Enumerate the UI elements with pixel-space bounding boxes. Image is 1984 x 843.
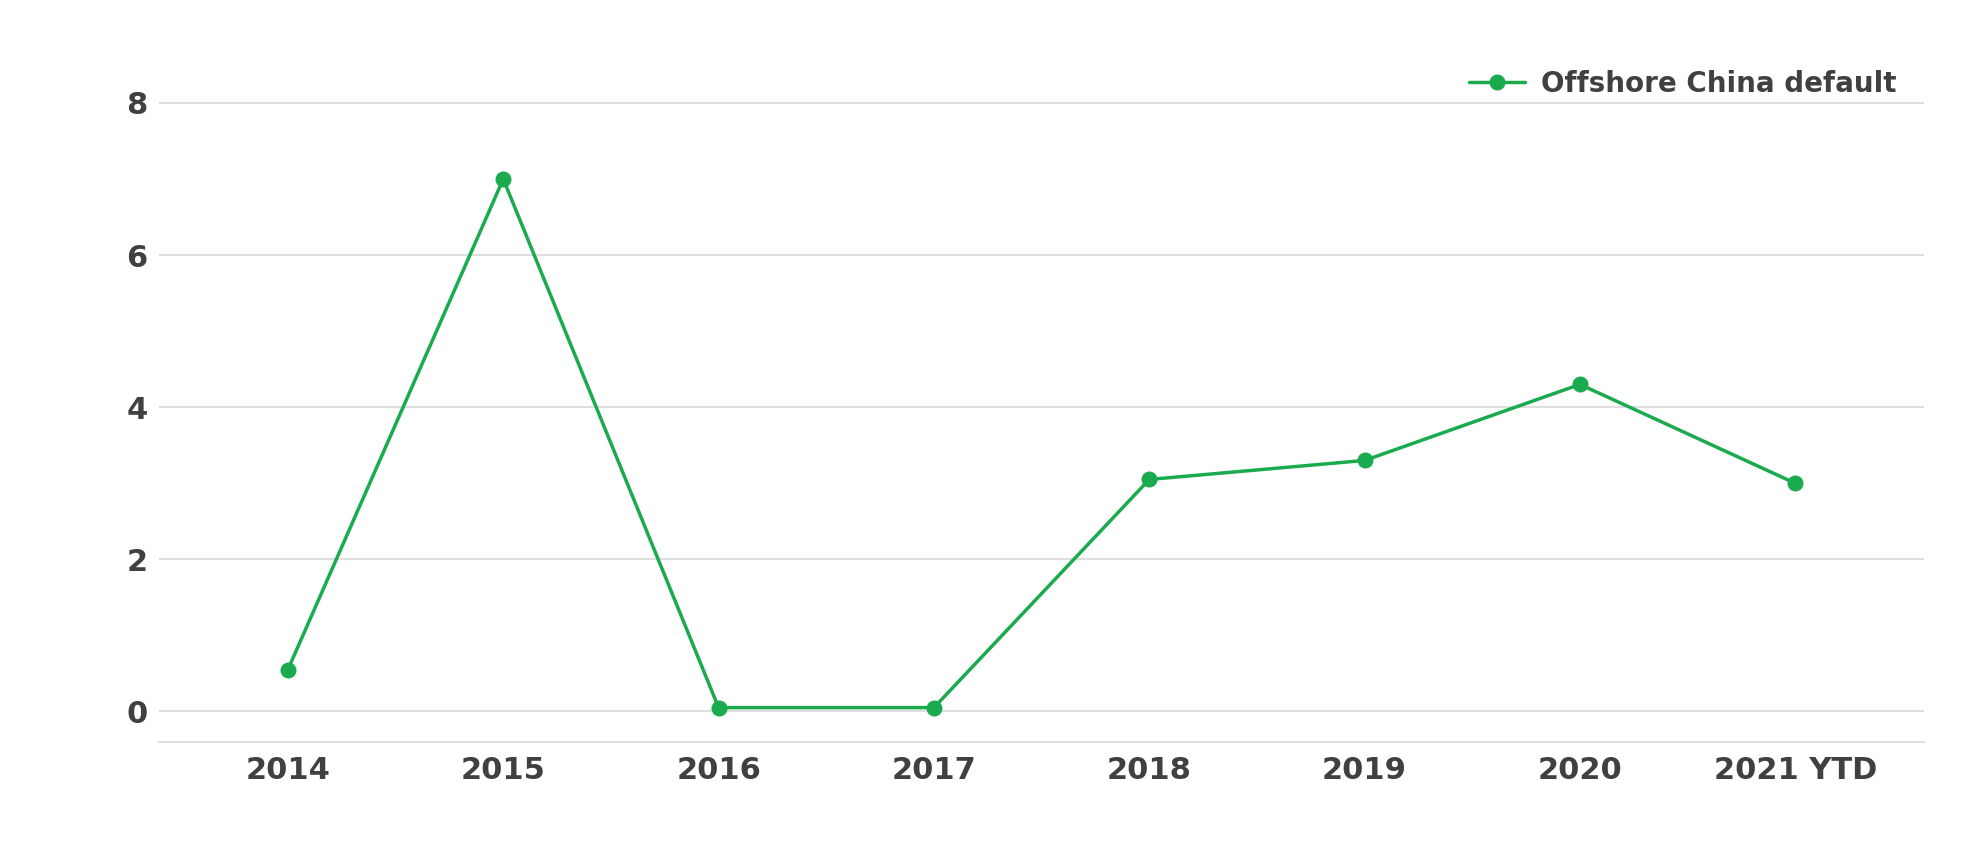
Offshore China default [492,174,516,184]
Offshore China default [1137,475,1161,485]
Offshore China default [1784,478,1807,488]
Offshore China default [1353,455,1377,465]
Line: Offshore China default: Offshore China default [282,172,1801,715]
Offshore China default [276,664,300,674]
Offshore China default [923,702,946,712]
Offshore China default [1567,379,1591,389]
Legend: Offshore China default: Offshore China default [1454,56,1911,112]
Offshore China default [706,702,730,712]
